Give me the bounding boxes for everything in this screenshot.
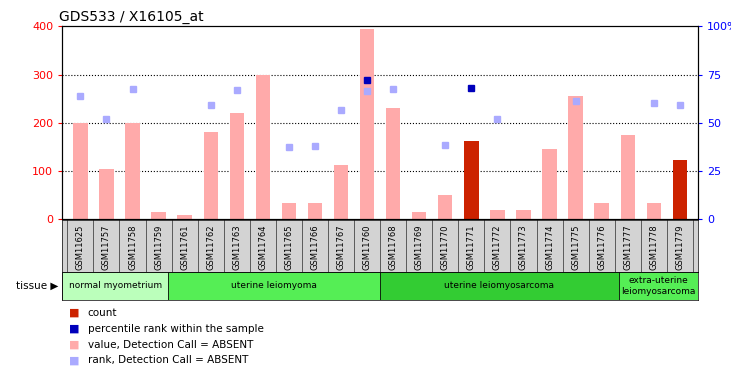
Bar: [412, 212, 426, 219]
Bar: [62, 272, 168, 300]
Text: GSM11765: GSM11765: [284, 224, 293, 270]
Text: GSM11774: GSM11774: [545, 224, 554, 270]
Text: GSM11759: GSM11759: [154, 224, 163, 270]
Bar: [256, 75, 270, 219]
Bar: [618, 272, 698, 300]
Bar: [151, 212, 166, 219]
Text: GSM11773: GSM11773: [519, 224, 528, 270]
Bar: [569, 96, 583, 219]
Bar: [125, 123, 140, 219]
Bar: [203, 132, 218, 219]
Text: GSM11779: GSM11779: [675, 224, 684, 270]
Text: ■: ■: [69, 308, 80, 318]
Text: rank, Detection Call = ABSENT: rank, Detection Call = ABSENT: [88, 356, 248, 365]
Text: GSM11763: GSM11763: [232, 224, 241, 270]
Text: GSM11771: GSM11771: [467, 224, 476, 270]
Bar: [491, 210, 504, 219]
Text: GSM11757: GSM11757: [102, 224, 111, 270]
Bar: [594, 204, 609, 219]
Bar: [542, 149, 557, 219]
Text: ■: ■: [69, 324, 80, 334]
Bar: [621, 135, 635, 219]
Bar: [99, 169, 113, 219]
Text: GSM11770: GSM11770: [441, 224, 450, 270]
Text: GSM11625: GSM11625: [76, 224, 85, 270]
Text: GDS533 / X16105_at: GDS533 / X16105_at: [59, 10, 203, 24]
Bar: [438, 195, 452, 219]
Text: tissue ▶: tissue ▶: [16, 281, 58, 291]
Text: uterine leiomyosarcoma: uterine leiomyosarcoma: [444, 281, 554, 290]
Text: GSM11764: GSM11764: [258, 224, 268, 270]
Text: GSM11760: GSM11760: [363, 224, 371, 270]
Text: extra-uterine
leiomyosarcoma: extra-uterine leiomyosarcoma: [621, 276, 695, 296]
Text: GSM11767: GSM11767: [336, 224, 346, 270]
Text: GSM11761: GSM11761: [180, 224, 189, 270]
Bar: [308, 204, 322, 219]
Text: percentile rank within the sample: percentile rank within the sample: [88, 324, 264, 334]
Bar: [178, 214, 192, 219]
Text: normal myometrium: normal myometrium: [69, 281, 162, 290]
Text: uterine leiomyoma: uterine leiomyoma: [231, 281, 317, 290]
Bar: [360, 28, 374, 219]
Text: GSM11777: GSM11777: [624, 224, 632, 270]
Text: GSM11768: GSM11768: [389, 224, 398, 270]
Bar: [516, 210, 531, 219]
Bar: [464, 141, 479, 219]
Text: value, Detection Call = ABSENT: value, Detection Call = ABSENT: [88, 340, 253, 350]
Bar: [380, 272, 618, 300]
Text: GSM11778: GSM11778: [649, 224, 659, 270]
Text: GSM11775: GSM11775: [571, 224, 580, 270]
Text: GSM11772: GSM11772: [493, 224, 502, 270]
Bar: [168, 272, 380, 300]
Text: count: count: [88, 308, 117, 318]
Bar: [230, 113, 244, 219]
Text: GSM11766: GSM11766: [311, 224, 319, 270]
Text: ■: ■: [69, 356, 80, 365]
Bar: [73, 123, 88, 219]
Text: GSM11776: GSM11776: [597, 224, 606, 270]
Text: GSM11769: GSM11769: [414, 224, 424, 270]
Bar: [673, 160, 687, 219]
Bar: [281, 204, 296, 219]
Bar: [647, 204, 661, 219]
Bar: [386, 108, 401, 219]
Text: ■: ■: [69, 340, 80, 350]
Bar: [334, 165, 348, 219]
Text: GSM11762: GSM11762: [206, 224, 215, 270]
Text: GSM11758: GSM11758: [128, 224, 137, 270]
